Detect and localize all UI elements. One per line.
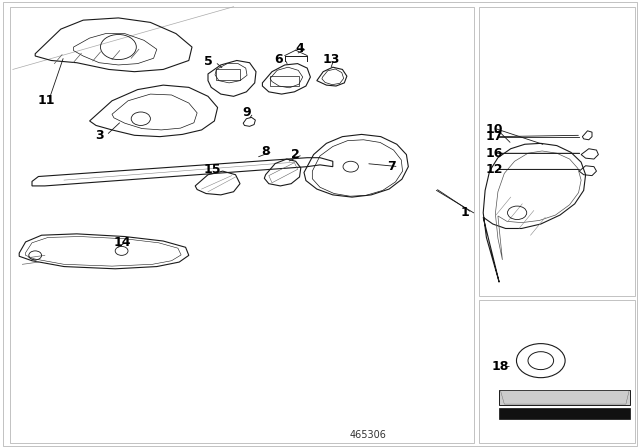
Text: 8: 8 [261,145,269,158]
Polygon shape [499,408,630,419]
Text: 4: 4 [296,42,305,55]
Text: 14: 14 [114,236,131,250]
Text: 16: 16 [485,146,502,160]
Text: 1: 1 [461,206,470,220]
Text: 18: 18 [492,360,509,373]
Text: 9: 9 [242,106,250,120]
Text: 7: 7 [387,160,396,173]
Polygon shape [499,390,630,405]
Text: 11: 11 [37,94,54,108]
Text: 5: 5 [204,55,212,69]
Text: 15: 15 [204,163,221,176]
Text: 17: 17 [485,130,502,143]
Text: 3: 3 [95,129,103,142]
Text: 465306: 465306 [349,430,387,440]
Text: 6: 6 [274,52,282,66]
Text: 2: 2 [291,148,300,161]
Text: 13: 13 [323,52,340,66]
Text: 12: 12 [485,163,502,176]
Text: 10: 10 [485,122,502,136]
